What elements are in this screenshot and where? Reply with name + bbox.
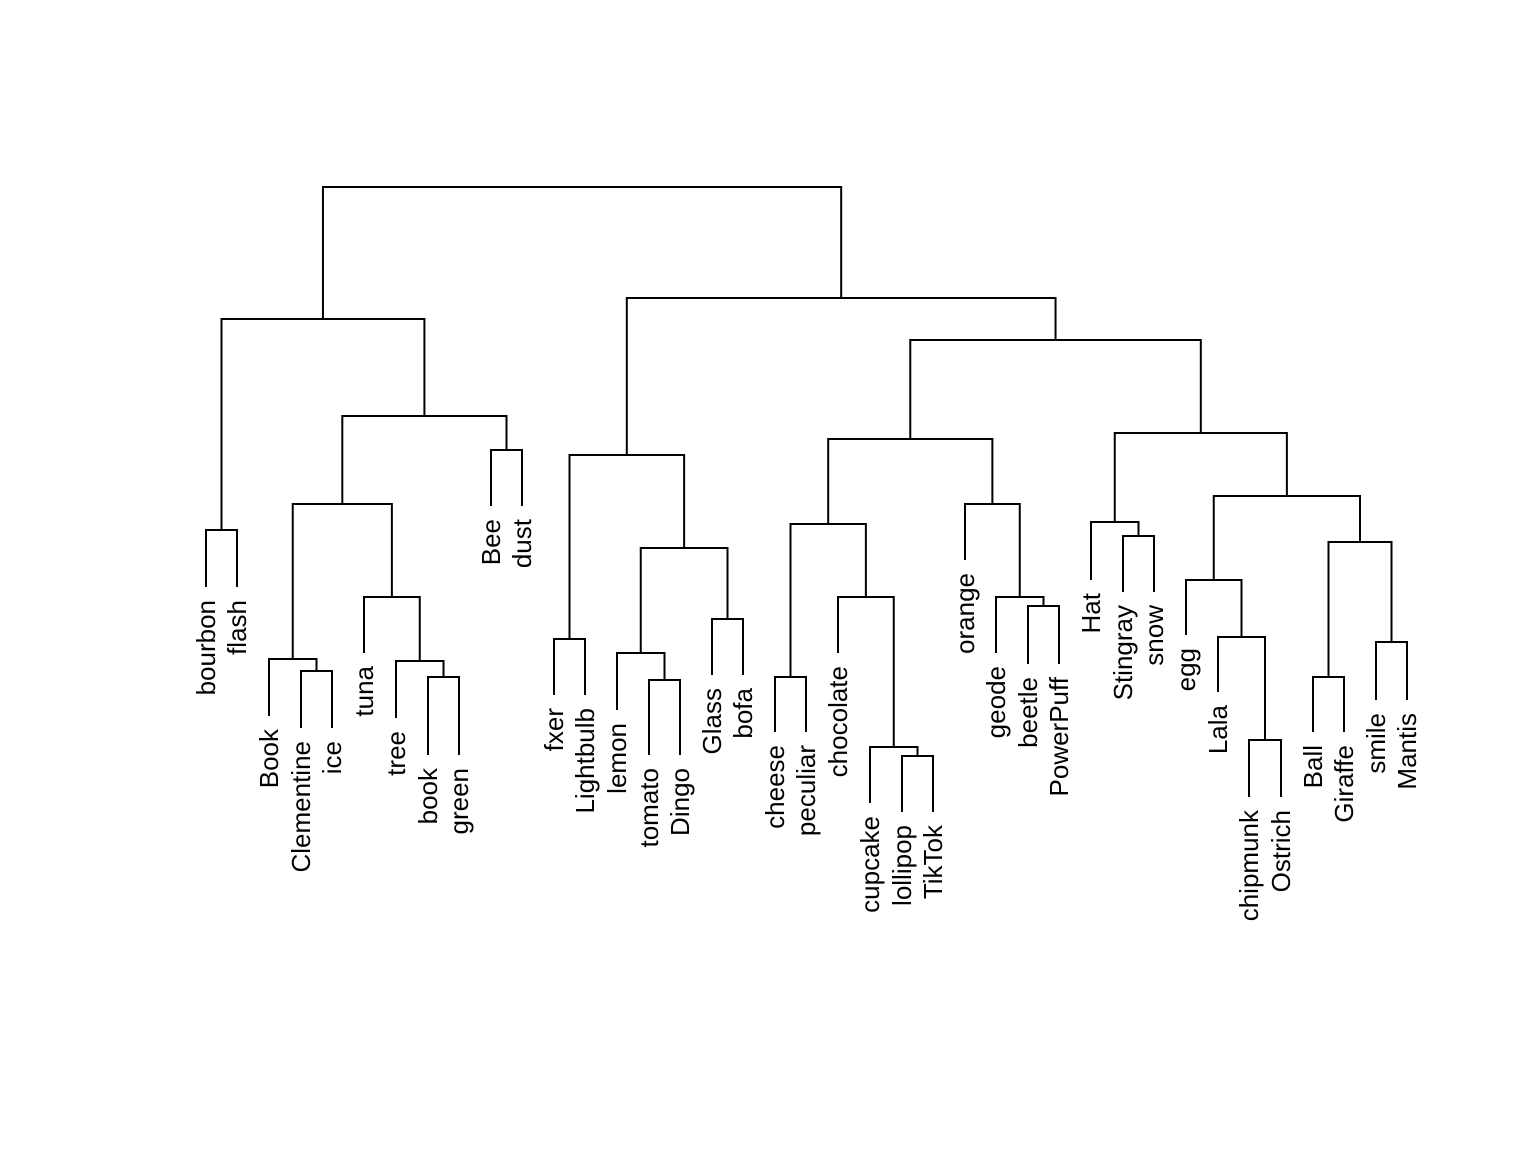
leaf-label: bofa xyxy=(728,687,758,738)
leaf-labels: bourbon flash Book Clementine icetunatreeboo… xyxy=(191,518,1422,921)
dendrogram-branch xyxy=(1113,432,1288,522)
dendrogram-branch xyxy=(268,658,318,716)
leaf-label: fxer xyxy=(539,708,569,752)
leaf-label: lollipop xyxy=(887,825,917,906)
dendrogram-branch xyxy=(789,523,867,677)
leaf-label: tomato xyxy=(634,768,664,848)
dendrogram-branch xyxy=(427,676,460,755)
leaf-label: Clementine xyxy=(286,741,316,873)
leaf-label: Book xyxy=(254,728,284,788)
dendrogram-branch xyxy=(1027,605,1060,664)
dendrogram-branch xyxy=(1090,521,1140,580)
leaf-label: ice xyxy=(317,741,347,774)
leaf-label: Ostrich xyxy=(1266,810,1296,892)
leaf-label: Dingo xyxy=(665,768,695,836)
leaf-label: lemon xyxy=(602,723,632,794)
leaf-label: geode xyxy=(981,666,1011,738)
leaf-label: smile xyxy=(1361,713,1391,774)
leaf-label: bourbon xyxy=(191,600,221,695)
leaf-label: beetle xyxy=(1013,677,1043,748)
leaf-label: peculiar xyxy=(791,745,821,836)
dendrogram-branch xyxy=(1248,739,1282,797)
dendrogram-branch xyxy=(220,318,426,530)
dendrogram-branch xyxy=(901,755,934,812)
leaf-label: Glass xyxy=(697,688,727,754)
dendrogram-branch xyxy=(363,596,421,661)
dendrogram-branch xyxy=(490,449,523,506)
dendrogram-branch xyxy=(1212,495,1361,580)
dendrogram-branch xyxy=(291,503,393,659)
dendrogram-branch xyxy=(625,297,1057,455)
leaf-label: Giraffe xyxy=(1329,745,1359,823)
leaf-label: flash xyxy=(222,600,252,655)
dendrogram-branch xyxy=(1185,579,1243,637)
dendrogram-branch xyxy=(300,670,333,728)
leaf-label: Bee xyxy=(476,519,506,565)
dendrogram-branch xyxy=(827,438,994,524)
leaf-label: chocolate xyxy=(823,666,853,777)
dendrogram-branch xyxy=(616,652,666,710)
leaf-label: orange xyxy=(950,573,980,654)
dendrogram-branch xyxy=(321,186,843,319)
leaf-label: Stingray xyxy=(1108,605,1138,700)
leaf-label: tree xyxy=(381,731,411,776)
leaf-label: book xyxy=(413,767,443,824)
dendrogram-branch xyxy=(774,676,807,732)
leaf-label: Mantis xyxy=(1392,713,1422,790)
dendrogram-branches xyxy=(205,186,1408,812)
leaf-label: PowerPuff xyxy=(1044,676,1074,796)
dendrogram-branch xyxy=(711,618,744,675)
dendrogram-branch xyxy=(639,547,729,653)
leaf-label: Hat xyxy=(1076,592,1106,633)
leaf-label: chipmunk xyxy=(1234,809,1264,921)
dendrogram-branch xyxy=(395,660,445,718)
dendrogram-branch xyxy=(341,415,508,504)
leaf-label: cheese xyxy=(760,745,790,829)
dendrogram-branch xyxy=(1122,535,1155,592)
leaf-label: Lightbulb xyxy=(570,708,600,814)
leaf-label: TikTok xyxy=(918,824,948,899)
leaf-label: egg xyxy=(1171,648,1201,691)
leaf-label: green xyxy=(444,768,474,835)
leaf-label: cupcake xyxy=(855,816,885,913)
dendrogram-branch xyxy=(648,679,681,755)
leaf-label: dust xyxy=(507,518,537,568)
dendrogram-branch xyxy=(553,638,586,695)
leaf-label: Ball xyxy=(1298,745,1328,788)
dendrogram-branch xyxy=(1327,541,1393,677)
dendrogram-branch xyxy=(909,339,1202,439)
leaf-label: Lala xyxy=(1203,704,1233,754)
leaf-label: snow xyxy=(1139,605,1169,666)
leaf-label: tuna xyxy=(349,665,379,716)
dendrogram-branch xyxy=(1312,676,1345,732)
dendrogram-branch xyxy=(1375,641,1408,700)
dendrogram-branch xyxy=(205,529,238,587)
